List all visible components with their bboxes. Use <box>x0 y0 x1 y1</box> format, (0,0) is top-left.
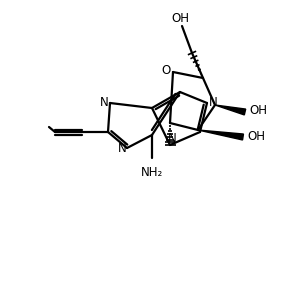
Text: N: N <box>168 131 176 145</box>
Text: NH₂: NH₂ <box>141 166 163 178</box>
Text: N: N <box>209 95 217 109</box>
Polygon shape <box>215 105 246 115</box>
Text: N: N <box>100 95 108 109</box>
Text: OH: OH <box>249 104 267 118</box>
Text: OH: OH <box>247 130 265 142</box>
Text: O: O <box>161 64 171 77</box>
Polygon shape <box>198 130 243 140</box>
Text: OH: OH <box>171 11 189 25</box>
Text: N: N <box>118 142 126 154</box>
